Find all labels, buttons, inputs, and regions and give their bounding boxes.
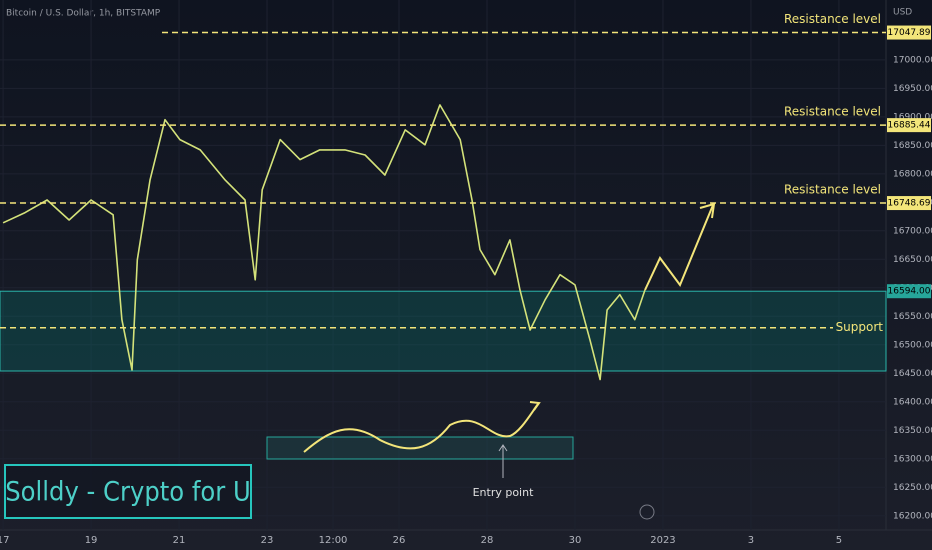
y-tick-label: 16950.00 xyxy=(893,84,932,94)
x-tick-label: 21 xyxy=(173,535,186,546)
y-tick-label: 16650.00 xyxy=(893,255,932,265)
price-box xyxy=(887,118,931,133)
y-tick-label: 16900.00 xyxy=(893,112,932,122)
x-tick-label: 5 xyxy=(836,535,842,546)
chart-title: Bitcoin / U.S. Dollar, 1h, BITSTAMP xyxy=(6,9,161,19)
x-tick-label: 17 xyxy=(0,535,9,546)
resistance-note: Resistance level xyxy=(784,105,881,119)
y-tick-label: 16550.00 xyxy=(893,312,932,322)
resistance-price: 16885.44 xyxy=(888,121,931,131)
price-box xyxy=(887,196,931,211)
x-tick-label: 2023 xyxy=(650,535,675,546)
y-tick-label: 16450.00 xyxy=(893,369,932,379)
y-tick-label: 16700.00 xyxy=(893,226,932,236)
currency: USD xyxy=(893,8,912,18)
event-icon xyxy=(639,504,655,520)
price-box xyxy=(887,284,931,299)
zone-price: 16594.00 xyxy=(888,287,931,297)
y-tick-label: 16350.00 xyxy=(893,426,932,436)
y-tick-label: 16400.00 xyxy=(893,397,932,407)
y-tick-label: 16850.00 xyxy=(893,141,932,151)
x-tick-label: 23 xyxy=(261,535,274,546)
watermark-box xyxy=(4,464,252,519)
x-tick-label: 28 xyxy=(481,535,494,546)
entry-curve xyxy=(303,403,539,453)
x-tick-label: 19 xyxy=(85,535,98,546)
resistance-price: 17047.89 xyxy=(888,28,931,38)
support-note: Support xyxy=(836,320,884,334)
y-tick-label: 16250.00 xyxy=(893,483,932,493)
x-tick-label: 3 xyxy=(748,535,754,546)
entry-arrow-head xyxy=(498,444,508,452)
projection xyxy=(644,204,714,291)
watermark: Solldy - Crypto for U xyxy=(5,477,250,508)
entry-curve-head xyxy=(529,401,541,411)
y-tick-label: 16200.00 xyxy=(893,511,932,521)
resistance-price: 16748.69 xyxy=(888,199,931,209)
y-tick-label: 16500.00 xyxy=(893,340,932,350)
resistance-note: Resistance level xyxy=(784,183,881,197)
entry-note: Entry point xyxy=(473,486,535,499)
y-tick-label: 17000.00 xyxy=(893,55,932,65)
resistance-note: Resistance level xyxy=(784,12,881,26)
price-box xyxy=(887,25,931,40)
x-tick-label: 26 xyxy=(393,535,406,546)
y-tick-label: 16300.00 xyxy=(893,454,932,464)
x-tick-label: 30 xyxy=(569,535,582,546)
price-line xyxy=(2,104,646,381)
y-tick-label: 16800.00 xyxy=(893,169,932,179)
projection-head xyxy=(699,202,716,219)
support-zone xyxy=(0,290,887,372)
x-tick-label: 12:00 xyxy=(319,535,348,546)
